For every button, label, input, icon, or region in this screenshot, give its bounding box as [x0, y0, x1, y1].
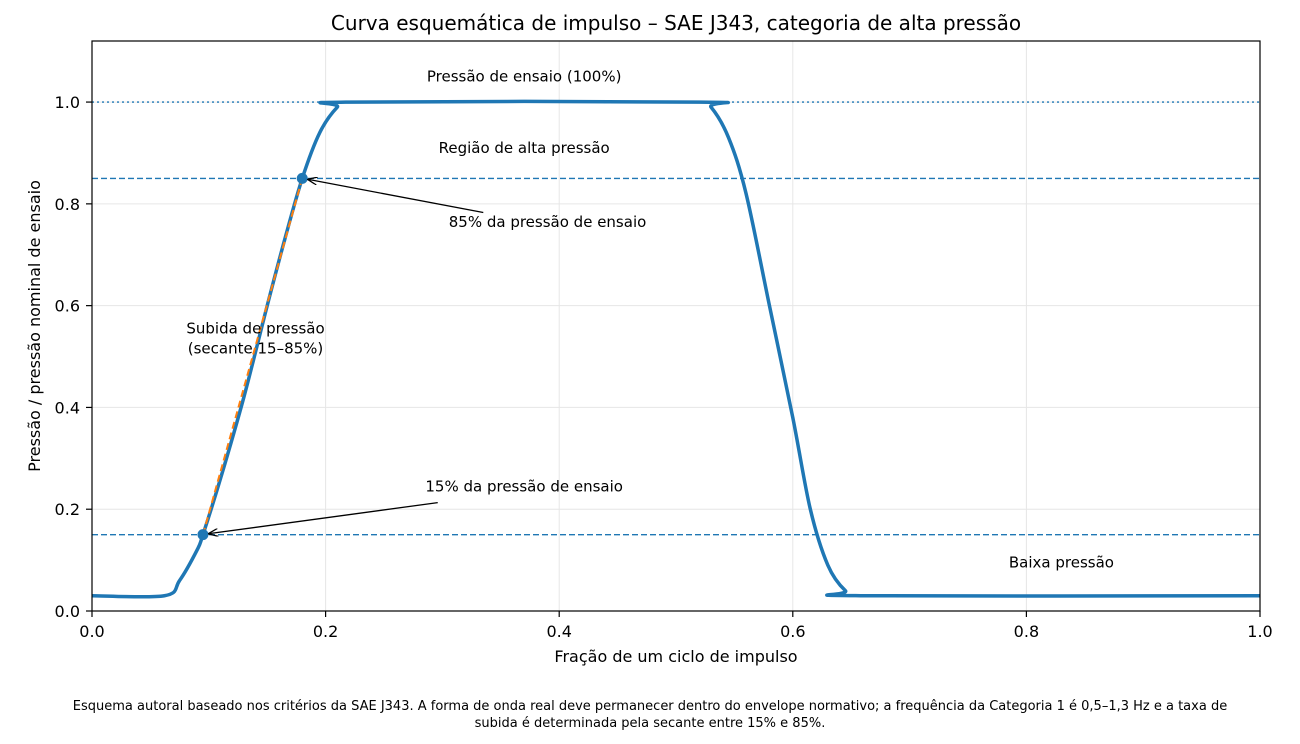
annotation-high-pressure-region: Região de alta pressão — [439, 139, 610, 157]
x-tick-label: 0.2 — [313, 622, 338, 641]
marker-point — [197, 529, 209, 541]
series-pressure-curve — [91, 99, 1261, 599]
arrow-15-percent — [209, 501, 438, 534]
y-tick-label: 0.8 — [55, 195, 80, 214]
annotation-15-percent: 15% da pressão de ensaio — [425, 477, 623, 495]
y-tick-label: 0.2 — [55, 500, 80, 519]
x-tick-label: 0.4 — [546, 622, 571, 641]
x-tick-label: 0.8 — [1014, 622, 1039, 641]
y-tick-label: 0.0 — [55, 602, 80, 621]
x-tick-label: 0.0 — [79, 622, 104, 641]
annotation-test-pressure: Pressão de ensaio (100%) — [427, 68, 622, 86]
caption-line-1: Esquema autoral baseado nos critérios da… — [73, 699, 1227, 714]
y-axis-ticks: 0.0 0.2 0.4 0.6 0.8 1.0 — [55, 93, 92, 621]
annotations-group: Pressão de ensaio (100%) Região de alta … — [186, 68, 1114, 572]
caption-line-2: subida é determinada pela secante entre … — [475, 716, 826, 731]
arrow-85-percent — [308, 179, 484, 214]
series-group — [91, 99, 1261, 599]
x-tick-label: 1.0 — [1247, 622, 1272, 641]
y-tick-label: 0.4 — [55, 398, 80, 417]
y-tick-label: 0.6 — [55, 297, 80, 316]
annotation-rise-line2: (secante 15–85%) — [188, 340, 324, 358]
x-axis-label: Fração de um ciclo de impulso — [554, 647, 797, 666]
series-secant-line — [201, 178, 304, 535]
x-axis-ticks: 0.0 0.2 0.4 0.6 0.8 1.0 — [79, 611, 1273, 641]
annotation-rise-line1: Subida de pressão — [186, 320, 324, 338]
plot-frame — [91, 40, 1261, 612]
y-tick-label: 1.0 — [55, 93, 80, 112]
annotation-85-percent: 85% da pressão de ensaio — [449, 213, 647, 231]
x-tick-label: 0.6 — [780, 622, 805, 641]
chart-title: Curva esquemática de impulso – SAE J343,… — [331, 11, 1021, 35]
annotation-low-pressure: Baixa pressão — [1009, 554, 1114, 572]
markers-group — [197, 172, 308, 541]
marker-point — [296, 172, 308, 184]
y-axis-label: Pressão / pressão nominal de ensaio — [25, 180, 44, 472]
reference-lines — [92, 101, 1260, 536]
